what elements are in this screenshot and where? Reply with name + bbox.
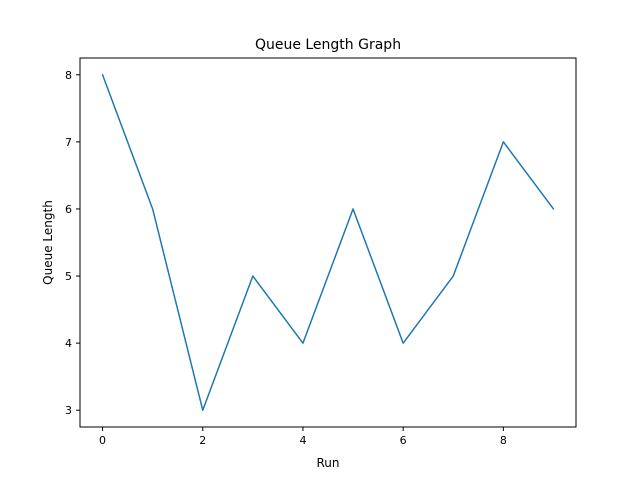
y-axis-ticks: 3 4 5 6 7 8: [65, 69, 80, 417]
x-axis-label: Run: [316, 456, 339, 470]
x-tick-label: 8: [500, 434, 507, 447]
x-axis-ticks: 0 2 4 6 8: [99, 427, 507, 447]
series-layer: [101, 74, 555, 411]
chart-title: Queue Length Graph: [255, 37, 401, 53]
x-tick-label: 2: [199, 434, 206, 447]
y-tick-label: 3: [65, 404, 72, 417]
series-line: [101, 74, 555, 411]
y-tick-label: 8: [65, 69, 72, 82]
y-axis-label: Queue Length: [41, 200, 55, 285]
x-tick-label: 0: [99, 434, 106, 447]
y-tick-label: 6: [65, 203, 72, 216]
y-tick-label: 7: [65, 136, 72, 149]
x-tick-label: 6: [400, 434, 407, 447]
plot-area-frame: [79, 57, 577, 428]
y-tick-label: 4: [65, 337, 72, 350]
y-tick-label: 5: [65, 270, 72, 283]
x-tick-label: 4: [299, 434, 306, 447]
